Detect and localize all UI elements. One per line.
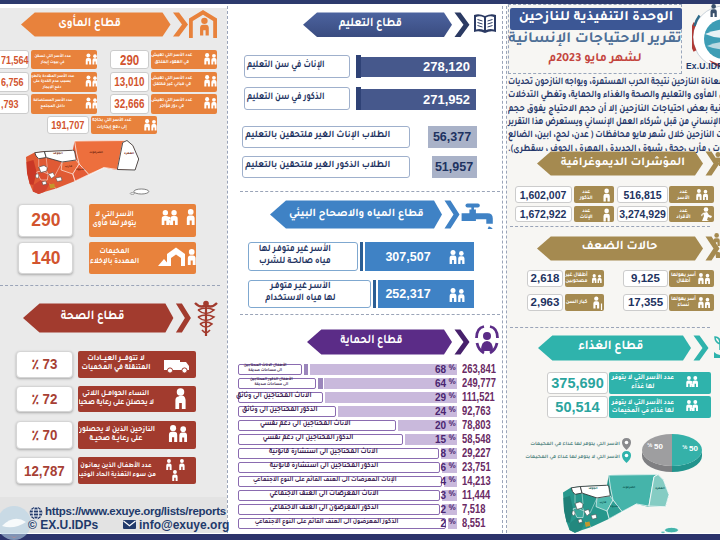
svg-text:المهرة: المهرة <box>124 151 134 155</box>
svg-text:الجوف: الجوف <box>588 486 597 490</box>
svg-text:حضرموت: حضرموت <box>89 151 103 154</box>
svg-text:الجوف: الجوف <box>53 151 63 155</box>
svg-text:المهرة: المهرة <box>655 486 664 490</box>
svg-text:حضرموت: حضرموت <box>623 486 636 489</box>
svg-text:شبوة: شبوة <box>76 167 85 171</box>
svg-text:مأرب: مأرب <box>600 500 607 504</box>
svg-text:مأرب: مأرب <box>65 164 73 168</box>
svg-text:شبوة: شبوة <box>610 504 618 508</box>
